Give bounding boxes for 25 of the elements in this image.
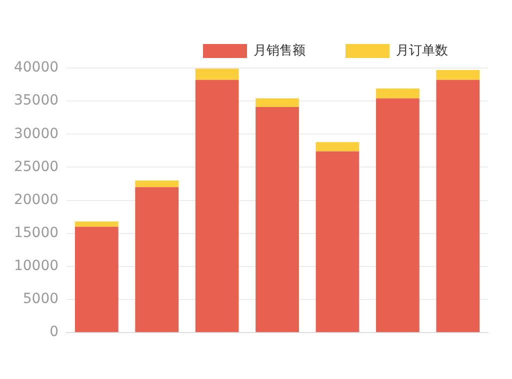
bar xyxy=(74,221,118,227)
bar xyxy=(135,180,179,188)
bar xyxy=(316,151,360,332)
bar xyxy=(135,187,179,332)
bar xyxy=(316,142,360,152)
bar xyxy=(256,107,299,332)
y-tick-label: 40000 xyxy=(14,60,59,76)
bar xyxy=(376,88,420,98)
legend-label: 月订单数 xyxy=(396,43,448,58)
y-tick-label: 20000 xyxy=(14,192,59,208)
bar xyxy=(74,226,118,332)
bar xyxy=(376,98,420,332)
bar xyxy=(256,98,299,108)
bar xyxy=(195,80,239,332)
y-tick-label: 0 xyxy=(50,324,59,340)
y-tick-label: 10000 xyxy=(14,258,59,274)
y-tick-label: 30000 xyxy=(14,126,59,142)
y-tick-label: 5000 xyxy=(22,291,59,308)
y-tick-label: 15000 xyxy=(14,225,59,242)
bar xyxy=(436,80,480,332)
y-tick-label: 35000 xyxy=(14,92,59,109)
bar xyxy=(436,70,480,80)
legend-label: 月销售额 xyxy=(254,43,306,58)
bar xyxy=(195,68,239,80)
y-tick-label: 25000 xyxy=(14,158,59,175)
